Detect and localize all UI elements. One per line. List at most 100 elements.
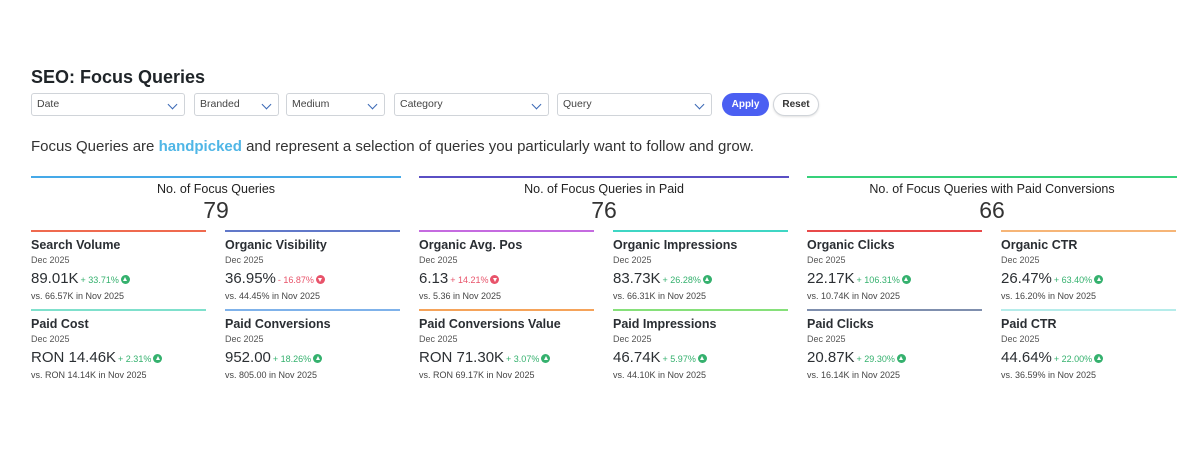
card-accent-line	[225, 230, 400, 232]
card-value-row: 46.74K + 5.97%	[613, 349, 788, 367]
trend-down-icon	[490, 275, 500, 284]
metric-card-paid-clicks: Paid Clicks Dec 2025 20.87K + 29.30% vs. 16.…	[807, 309, 982, 380]
card-period: Dec 2025	[613, 255, 652, 265]
card-period: Dec 2025	[419, 255, 458, 265]
card-value: 20.87K	[807, 349, 855, 366]
card-comparison: vs. 10.74K in Nov 2025	[807, 291, 901, 301]
date-filter-label: Date	[37, 98, 60, 110]
card-value: 6.13	[419, 270, 449, 287]
metric-card-organic-impressions: Organic Impressions Dec 2025 83.73K + 26.28…	[613, 230, 788, 301]
card-delta: + 5.97%	[662, 354, 696, 364]
card-period: Dec 2025	[613, 334, 652, 344]
card-value: 83.73K	[613, 270, 661, 287]
branded-filter-label: Branded	[200, 98, 240, 110]
card-period: Dec 2025	[1001, 255, 1040, 265]
trend-up-icon	[541, 354, 551, 363]
card-metric-name: Paid CTR	[1001, 317, 1057, 331]
card-comparison: vs. 36.59% in Nov 2025	[1001, 370, 1097, 380]
card-delta: + 63.40%	[1053, 275, 1093, 285]
card-metric-name: Paid Cost	[31, 317, 89, 331]
medium-filter-select[interactable]: Medium	[286, 93, 385, 116]
card-accent-line	[807, 230, 982, 232]
card-value-row: RON 71.30K + 3.07%	[419, 349, 594, 367]
trend-up-icon	[1094, 354, 1104, 363]
card-value: 36.95%	[225, 270, 276, 287]
card-delta: - 16.87%	[277, 275, 314, 285]
card-value-row: 20.87K + 29.30%	[807, 349, 982, 367]
card-metric-name: Paid Impressions	[613, 317, 717, 331]
metric-card-organic-ctr: Organic CTR Dec 2025 26.47% + 63.40% vs. 16.…	[1001, 230, 1176, 301]
metric-card-paid-conversions: Paid Conversions Dec 2025 952.00 + 18.26% vs…	[225, 309, 400, 380]
card-accent-line	[1001, 230, 1176, 232]
card-value-row: 22.17K + 106.31%	[807, 270, 982, 288]
card-period: Dec 2025	[225, 255, 264, 265]
card-accent-line	[1001, 309, 1176, 311]
card-value-row: 44.64% + 22.00%	[1001, 349, 1176, 367]
metric-card-search-volume: Search Volume Dec 2025 89.01K + 33.71% vs. 6…	[31, 230, 206, 301]
metric-card-paid-impressions: Paid Impressions Dec 2025 46.74K + 5.97% vs.…	[613, 309, 788, 380]
card-delta: + 2.31%	[118, 354, 152, 364]
group-title: No. of Focus Queries in Paid	[524, 182, 684, 196]
card-metric-name: Search Volume	[31, 238, 121, 252]
card-delta: + 33.71%	[80, 275, 119, 285]
group-accent-line	[807, 176, 1177, 178]
branded-filter-select[interactable]: Branded	[194, 93, 279, 116]
card-comparison: vs. RON 14.14K in Nov 2025	[31, 370, 147, 380]
trend-up-icon	[901, 275, 911, 284]
card-metric-name: Paid Conversions Value	[419, 317, 561, 331]
card-value: RON 71.30K	[419, 349, 505, 366]
card-comparison: vs. 66.31K in Nov 2025	[613, 291, 707, 301]
category-filter-select[interactable]: Category	[394, 93, 549, 116]
card-comparison: vs. 16.20% in Nov 2025	[1001, 291, 1097, 301]
card-comparison: vs. 66.57K in Nov 2025	[31, 291, 125, 301]
intro-text-before: Focus Queries are	[31, 138, 159, 155]
card-accent-line	[31, 230, 206, 232]
card-delta: + 18.26%	[272, 354, 312, 364]
card-value-row: 83.73K + 26.28%	[613, 270, 788, 288]
group-accent-line	[31, 176, 401, 178]
trend-up-icon	[120, 275, 130, 284]
card-value: 22.17K	[807, 270, 855, 287]
card-metric-name: Paid Conversions	[225, 317, 331, 331]
category-filter-label: Category	[400, 98, 443, 110]
group-value: 66	[979, 197, 1005, 223]
medium-filter-label: Medium	[292, 98, 330, 110]
card-metric-name: Organic Avg. Pos	[419, 238, 523, 252]
card-accent-line	[419, 309, 594, 311]
card-comparison: vs. 5.36 in Nov 2025	[419, 291, 502, 301]
intro-text-after: and represent a selection of queries you…	[241, 138, 754, 155]
card-period: Dec 2025	[419, 334, 458, 344]
card-delta: + 22.00%	[1053, 354, 1093, 364]
card-value-row: 26.47% + 63.40%	[1001, 270, 1176, 288]
card-delta: + 3.07%	[506, 354, 540, 364]
card-period: Dec 2025	[31, 334, 70, 344]
card-accent-line	[225, 309, 400, 311]
date-filter-select[interactable]: Date	[31, 93, 185, 116]
chevron-down-icon	[167, 99, 178, 110]
card-period: Dec 2025	[1001, 334, 1040, 344]
chevron-down-icon	[694, 99, 705, 110]
card-accent-line	[419, 230, 594, 232]
card-value: RON 14.46K	[31, 349, 117, 366]
metric-card-organic-visibility: Organic Visibility Dec 2025 36.95% - 16.87%…	[225, 230, 400, 301]
trend-up-icon	[896, 354, 906, 363]
chevron-down-icon	[261, 99, 272, 110]
card-comparison: vs. 16.14K in Nov 2025	[807, 370, 901, 380]
metric-card-organic-avg-pos: Organic Avg. Pos Dec 2025 6.13 + 14.21% vs. …	[419, 230, 594, 301]
card-accent-line	[613, 230, 788, 232]
query-filter-label: Query	[563, 98, 592, 110]
card-metric-name: Paid Clicks	[807, 317, 874, 331]
chevron-down-icon	[367, 99, 378, 110]
card-comparison: vs. 44.10K in Nov 2025	[613, 370, 707, 380]
metric-card-organic-clicks: Organic Clicks Dec 2025 22.17K + 106.31% vs.…	[807, 230, 982, 301]
card-value-row: RON 14.46K + 2.31%	[31, 349, 206, 367]
card-value-row: 89.01K + 33.71%	[31, 270, 206, 288]
query-filter-select[interactable]: Query	[557, 93, 712, 116]
reset-button[interactable]: Reset	[773, 93, 819, 116]
card-value: 952.00	[225, 349, 271, 366]
metric-card-paid-conversions-value: Paid Conversions Value Dec 2025 RON 71.30K…	[419, 309, 594, 380]
card-delta: + 106.31%	[856, 275, 900, 285]
card-value-row: 6.13 + 14.21%	[419, 270, 594, 288]
card-delta: + 26.28%	[662, 275, 701, 285]
apply-button[interactable]: Apply	[722, 93, 769, 116]
